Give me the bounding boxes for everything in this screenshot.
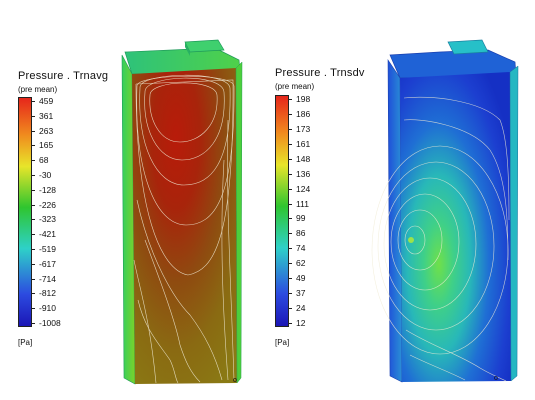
legend-tick-label: -323 [39, 214, 57, 225]
legend-tick-mark [289, 128, 292, 130]
legend-tick-label: 161 [296, 138, 311, 149]
legend-tick-label: 198 [296, 94, 311, 104]
legend-tick-mark [32, 204, 35, 206]
legend-tick-mark [32, 115, 35, 117]
legend-tick-label: -1008 [39, 318, 61, 328]
legend-tick-label: -714 [39, 273, 57, 284]
legend-tick-mark [32, 101, 35, 102]
legend-tick-label: -617 [39, 258, 57, 269]
legend-tick-label: 459 [39, 96, 54, 106]
legend-tick-mark [289, 113, 292, 115]
legend-tick-mark [289, 308, 292, 310]
legend-subtitle: (pre mean) [275, 82, 315, 91]
legend-tick-label: 62 [296, 258, 306, 269]
legend-tick-mark [289, 143, 292, 145]
legend-unit: [Pa] [18, 338, 33, 347]
color-bar [275, 95, 289, 327]
legend-tick-label: -421 [39, 229, 57, 240]
legend-tick-label: 37 [296, 288, 306, 299]
legend-title: Pressure . Trnsdv [275, 67, 365, 79]
axis-marker: o [494, 375, 498, 382]
legend-tick-label: 361 [39, 110, 54, 121]
legend-tick-label: 173 [296, 123, 311, 134]
legend-tick-label: 186 [296, 108, 311, 119]
legend-tick-mark [289, 233, 292, 235]
legend-tick-mark [32, 263, 35, 265]
legend-tick-mark [32, 308, 35, 310]
legend-tick-mark [289, 323, 292, 324]
legend-tick-label: -812 [39, 288, 57, 299]
legend-tick-label: -519 [39, 244, 57, 254]
legend-tick-label: -910 [39, 303, 57, 314]
legend-tick-mark [289, 293, 292, 295]
legend-tick-mark [289, 99, 292, 100]
legend-title: Pressure . Trnavg [18, 70, 109, 82]
legend-tick-label: 148 [296, 153, 311, 164]
legend-tick-mark [32, 278, 35, 280]
legend-tick-label: 111 [296, 198, 309, 209]
legend-tick-mark [289, 278, 292, 280]
legend-tick-mark [32, 249, 35, 250]
legend-tick-label: 74 [296, 243, 306, 254]
legend-tick-label: 99 [296, 213, 306, 224]
legend-tick-label: 49 [296, 273, 306, 284]
legend-tick-label: 165 [39, 140, 54, 151]
legend-tick-mark [32, 323, 35, 324]
legend-tick-mark [32, 293, 35, 295]
legend-tick-label: -226 [39, 199, 57, 210]
legend-tick-mark [32, 145, 35, 147]
legend-tick-mark [289, 158, 292, 160]
legend-tick-label: 124 [296, 183, 311, 194]
color-bar [18, 97, 32, 327]
legend-tick-label: 12 [296, 318, 306, 328]
legend-tick-mark [289, 263, 292, 265]
legend-tick-label: 24 [296, 303, 306, 314]
legend-tick-mark [289, 188, 292, 190]
legend-tick-label: 136 [296, 168, 311, 179]
legend-tick-mark [289, 203, 292, 205]
legend-subtitle: (pre mean) [18, 85, 58, 94]
legend-tick-label: -128 [39, 184, 57, 195]
legend-tick-label: 263 [39, 125, 54, 136]
legend-tick-label: 68 [39, 155, 49, 166]
legend-unit: [Pa] [275, 338, 290, 347]
legend-tick-mark [32, 234, 35, 236]
legend-tick-mark [32, 160, 35, 162]
legend-tick-mark [289, 248, 292, 250]
legend-tick-mark [32, 175, 35, 176]
legend-tick-mark [289, 173, 292, 175]
legend-tick-mark [32, 130, 35, 132]
legend-tick-mark [32, 189, 35, 191]
legend-tick-mark [32, 219, 35, 221]
legend-tick-mark [289, 218, 292, 220]
legend-tick-label: -30 [39, 170, 52, 180]
axis-marker: o [233, 377, 237, 384]
legend-tick-label: 86 [296, 228, 306, 239]
